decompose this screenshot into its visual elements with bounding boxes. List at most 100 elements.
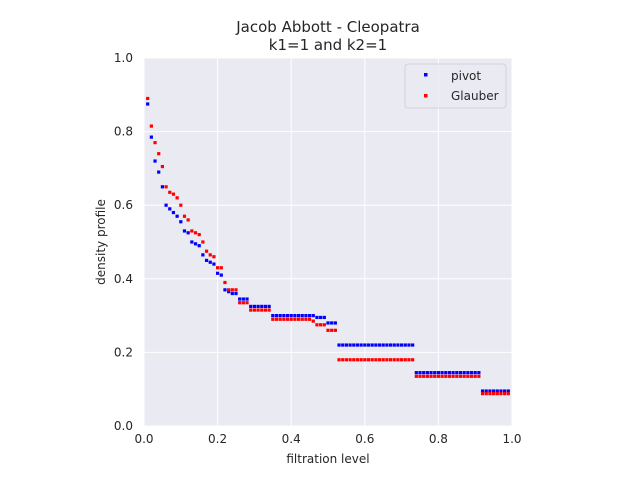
point-pivot <box>230 291 234 296</box>
x-tick-label: 0.4 <box>282 432 301 446</box>
point-glauber <box>433 374 437 378</box>
point-glauber <box>241 301 245 305</box>
point-pivot <box>256 304 260 308</box>
y-tick-label: 0.6 <box>114 198 133 212</box>
point-glauber <box>466 374 470 378</box>
point-pivot <box>300 314 304 318</box>
point-pivot <box>157 170 161 174</box>
point-glauber <box>315 323 319 327</box>
point-glauber <box>249 308 253 312</box>
point-pivot <box>447 371 452 375</box>
point-glauber <box>359 358 363 362</box>
data-points <box>146 96 510 396</box>
y-tick-label: 0.0 <box>114 419 133 433</box>
point-glauber <box>396 358 400 362</box>
point-glauber <box>407 358 411 362</box>
point-pivot <box>216 271 220 275</box>
point-pivot <box>285 314 290 318</box>
point-glauber <box>308 317 312 321</box>
point-pivot <box>315 315 319 320</box>
point-glauber <box>341 358 345 362</box>
point-pivot <box>355 343 360 347</box>
point-glauber <box>436 374 440 378</box>
point-glauber <box>392 358 396 362</box>
chart-subtitle: k1=1 and k2=1 <box>269 36 387 54</box>
point-glauber <box>488 392 492 396</box>
point-glauber <box>492 392 496 396</box>
point-glauber <box>263 308 268 312</box>
point-glauber <box>146 96 150 101</box>
point-glauber <box>182 214 187 218</box>
y-tick-label: 1.0 <box>114 51 133 65</box>
point-pivot <box>503 389 507 393</box>
point-pivot <box>477 371 481 375</box>
plot-area <box>144 58 512 426</box>
point-pivot <box>411 343 415 347</box>
point-pivot <box>296 314 301 318</box>
point-glauber <box>238 301 242 305</box>
point-glauber <box>296 317 301 321</box>
point-glauber <box>197 233 201 237</box>
point-glauber <box>366 358 371 362</box>
y-tick-label: 0.4 <box>114 272 133 286</box>
point-glauber <box>480 392 485 396</box>
point-pivot <box>164 203 168 207</box>
point-pivot <box>374 343 378 347</box>
legend-marker-glauber <box>424 94 428 98</box>
y-tick-label: 0.8 <box>114 125 133 139</box>
point-pivot <box>458 371 463 375</box>
point-glauber <box>370 358 374 362</box>
point-glauber <box>153 141 157 145</box>
point-pivot <box>385 343 389 347</box>
point-glauber <box>429 374 433 378</box>
legend-label-glauber: Glauber <box>451 89 499 103</box>
y-axis-label: density profile <box>94 199 108 285</box>
point-pivot <box>234 291 238 296</box>
point-pivot <box>249 304 253 308</box>
point-pivot <box>160 185 164 189</box>
point-glauber <box>477 374 481 378</box>
legend-label-pivot: pivot <box>451 69 481 83</box>
point-glauber <box>256 308 260 312</box>
point-pivot <box>330 321 334 325</box>
point-glauber <box>278 317 282 321</box>
point-pivot <box>422 371 426 375</box>
point-glauber <box>330 328 334 332</box>
point-glauber <box>473 374 477 378</box>
point-pivot <box>267 304 271 308</box>
point-pivot <box>333 321 337 325</box>
point-glauber <box>425 374 429 378</box>
point-pivot <box>429 371 433 375</box>
point-glauber <box>219 266 223 270</box>
point-glauber <box>440 374 444 378</box>
point-pivot <box>392 343 396 347</box>
point-glauber <box>363 358 367 362</box>
point-glauber <box>326 328 330 332</box>
point-glauber <box>157 152 161 156</box>
point-pivot <box>322 315 326 320</box>
point-glauber <box>348 358 352 362</box>
point-pivot <box>400 343 404 347</box>
point-pivot <box>488 389 492 393</box>
point-glauber <box>352 358 356 362</box>
point-glauber <box>190 229 194 233</box>
x-tick-label: 0.0 <box>134 432 153 446</box>
point-pivot <box>190 240 194 244</box>
point-glauber <box>260 308 264 312</box>
point-pivot <box>359 343 363 347</box>
point-glauber <box>267 308 271 312</box>
point-pivot <box>274 314 279 318</box>
point-glauber <box>149 124 153 128</box>
point-pivot <box>223 288 227 292</box>
point-pivot <box>289 314 293 318</box>
point-pivot <box>260 304 264 308</box>
point-glauber <box>495 392 499 396</box>
x-tick-label: 0.2 <box>208 432 227 446</box>
point-glauber <box>179 203 183 207</box>
point-glauber <box>212 255 216 259</box>
point-glauber <box>418 374 422 378</box>
x-tick-label: 1.0 <box>502 432 521 446</box>
point-pivot <box>175 214 179 218</box>
point-pivot <box>168 207 172 211</box>
